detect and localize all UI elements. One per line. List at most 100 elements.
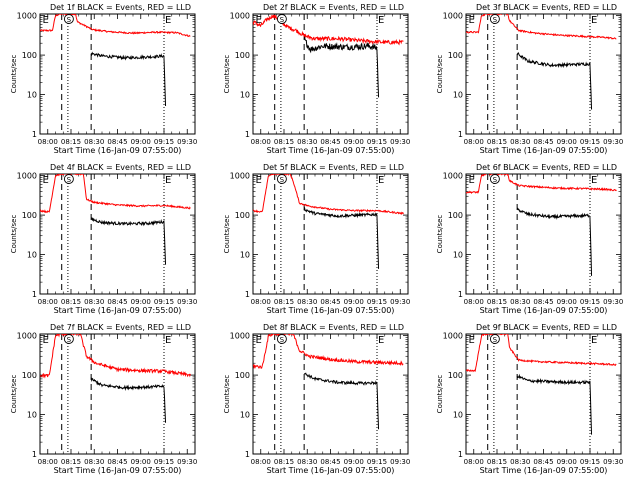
plot-frame [252, 173, 409, 295]
s-marker-label: S [493, 176, 498, 184]
lld-series-line [253, 174, 404, 216]
x-tick-label: 08:45 [107, 298, 127, 306]
events-series-line [90, 377, 167, 423]
y-tick-label: 1000 [230, 172, 250, 181]
y-tick-label: 1 [458, 290, 463, 299]
x-axis-label: Start Time (16-Jan-09 07:55:00) [267, 306, 395, 315]
x-tick-label: 08:00 [38, 298, 58, 306]
lld-series-line [466, 14, 617, 40]
lld-series-line [466, 334, 617, 373]
e-marker-label: E [591, 15, 597, 26]
y-tick-label: 100 [22, 371, 37, 380]
x-tick-label: 08:45 [107, 458, 127, 466]
y-tick-label: 1000 [443, 332, 463, 341]
x-tick-label: 08:45 [533, 138, 553, 146]
x-axis-label: Start Time (16-Jan-09 07:55:00) [480, 146, 608, 155]
x-axis-label: Start Time (16-Jan-09 07:55:00) [480, 306, 608, 315]
x-tick-label: 09:15 [580, 298, 600, 306]
y-tick-label: 1000 [17, 172, 37, 181]
s-marker-label: S [67, 336, 72, 344]
y-axis-label: Counts/sec [10, 215, 18, 254]
panel-title: Det 4f BLACK = Events, RED = LLD [50, 163, 191, 172]
x-tick-label: 08:00 [251, 458, 271, 466]
x-tick-label: 08:45 [320, 298, 340, 306]
y-tick-label: 100 [448, 371, 463, 380]
lld-series-line [40, 14, 191, 37]
e-marker-label: E [469, 175, 475, 186]
y-tick-label: 1 [32, 130, 37, 139]
x-tick-label: 09:00 [344, 298, 364, 306]
s-marker-circle [63, 334, 74, 344]
y-tick-label: 100 [22, 211, 37, 220]
x-tick-label: 09:00 [557, 458, 577, 466]
e-marker-label: E [378, 335, 384, 346]
x-tick-label: 08:15 [487, 298, 507, 306]
x-tick-label: 08:30 [510, 138, 530, 146]
events-series-line [303, 372, 380, 430]
s-marker-label: S [67, 176, 72, 184]
x-tick-label: 08:45 [533, 298, 553, 306]
y-tick-label: 1000 [230, 12, 250, 21]
s-marker-circle [489, 174, 500, 184]
x-tick-label: 09:30 [390, 458, 410, 466]
x-tick-label: 09:00 [557, 298, 577, 306]
plot-frame [465, 173, 622, 295]
e-marker-label: E [256, 15, 262, 26]
y-tick-label: 1000 [17, 12, 37, 21]
panel-5: Det 5f BLACK = Events, RED = LLD 1 10 100 10… [223, 163, 410, 315]
e-marker-label: E [165, 175, 171, 186]
s-marker-label: S [67, 16, 72, 24]
x-tick-label: 09:15 [154, 458, 174, 466]
x-axis-label: Start Time (16-Jan-09 07:55:00) [267, 466, 395, 475]
y-tick-label: 10 [27, 251, 37, 260]
e-marker-label: E [43, 335, 49, 346]
x-tick-label: 08:45 [533, 458, 553, 466]
e-marker-label: E [378, 15, 384, 26]
e-marker-label: E [165, 15, 171, 26]
plot-frame [465, 333, 622, 455]
e-marker-label: E [43, 175, 49, 186]
x-tick-label: 08:00 [464, 458, 484, 466]
x-tick-label: 09:15 [154, 298, 174, 306]
y-tick-label: 1000 [443, 12, 463, 21]
y-tick-label: 10 [240, 251, 250, 260]
x-axis-label: Start Time (16-Jan-09 07:55:00) [480, 466, 608, 475]
panel-title: Det 3f BLACK = Events, RED = LLD [476, 3, 617, 12]
y-axis-label: Counts/sec [10, 55, 18, 94]
x-tick-label: 08:15 [487, 138, 507, 146]
plot-frame [39, 333, 196, 455]
x-axis-label: Start Time (16-Jan-09 07:55:00) [54, 146, 182, 155]
y-tick-label: 1 [458, 450, 463, 459]
panel-4: Det 4f BLACK = Events, RED = LLD 1 10 100 10… [10, 163, 197, 315]
s-marker-circle [63, 174, 74, 184]
s-marker-label: S [280, 176, 285, 184]
y-tick-label: 100 [448, 51, 463, 60]
x-tick-label: 08:00 [251, 298, 271, 306]
x-tick-label: 09:30 [390, 138, 410, 146]
x-tick-label: 08:30 [510, 298, 530, 306]
y-axis-label: Counts/sec [436, 375, 444, 414]
s-marker-circle [489, 14, 500, 24]
x-tick-label: 08:00 [464, 138, 484, 146]
y-tick-label: 100 [22, 51, 37, 60]
panel-title: Det 5f BLACK = Events, RED = LLD [263, 163, 404, 172]
panel-8: Det 8f BLACK = Events, RED = LLD 1 10 100 10… [223, 323, 410, 475]
events-series-line [90, 51, 167, 107]
y-tick-label: 10 [240, 91, 250, 100]
y-tick-label: 1 [245, 450, 250, 459]
events-series-line [516, 373, 593, 435]
y-axis-label: Counts/sec [223, 215, 231, 254]
lld-series-line [253, 334, 404, 370]
events-series-line [517, 207, 593, 276]
y-tick-label: 10 [453, 411, 463, 420]
y-tick-label: 100 [235, 51, 250, 60]
x-tick-label: 08:15 [274, 138, 294, 146]
y-tick-label: 100 [448, 211, 463, 220]
x-tick-label: 09:15 [367, 298, 387, 306]
lld-series-line [40, 174, 191, 214]
x-tick-label: 09:00 [557, 138, 577, 146]
s-marker-label: S [493, 16, 498, 24]
plot-frame [465, 13, 622, 135]
panel-7: Det 7f BLACK = Events, RED = LLD 1 10 100 10… [10, 323, 197, 475]
s-marker-circle [276, 334, 287, 344]
